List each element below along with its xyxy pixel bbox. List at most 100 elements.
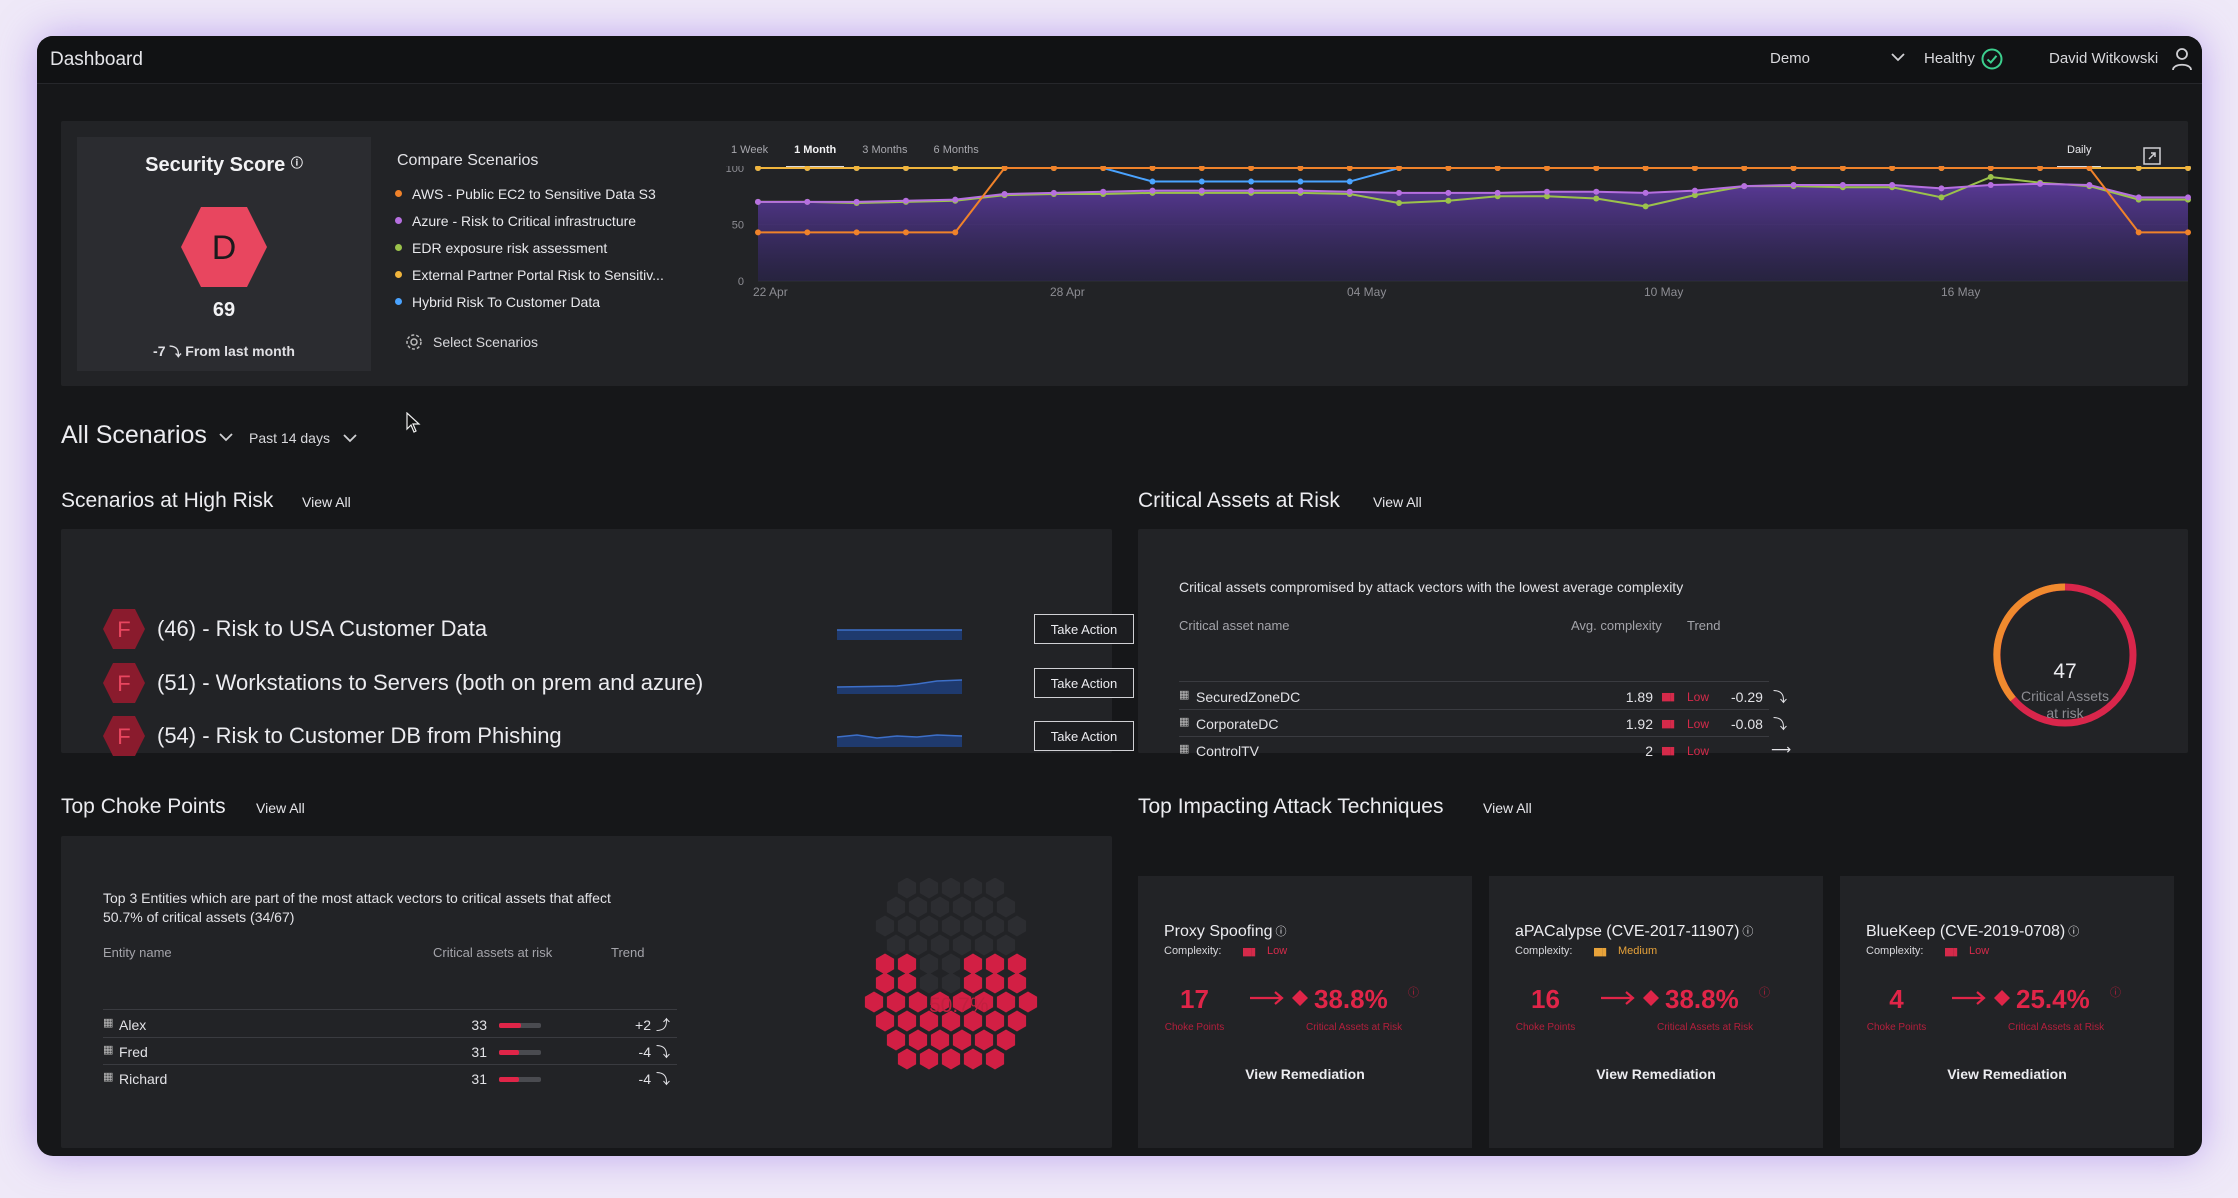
series-point[interactable] — [1100, 166, 1107, 171]
high-risk-row[interactable]: F (51) - Workstations to Servers (both on… — [102, 662, 1134, 704]
user-name[interactable]: David Witkowski — [2049, 50, 2159, 67]
choke-points-view-all[interactable]: View All — [256, 800, 305, 816]
info-icon[interactable]: ⓘ — [290, 156, 303, 170]
chevron-down-icon[interactable] — [1889, 48, 1907, 66]
series-point[interactable] — [804, 198, 811, 205]
series-point[interactable] — [1691, 187, 1698, 194]
view-remediation-link[interactable]: View Remediation — [1947, 1066, 2067, 1082]
series-point[interactable] — [1593, 166, 1600, 171]
series-point[interactable] — [1543, 188, 1550, 195]
series-point[interactable] — [1494, 166, 1501, 171]
expand-icon[interactable] — [2143, 147, 2161, 165]
series-point[interactable] — [1297, 178, 1304, 185]
series-point[interactable] — [1297, 166, 1304, 171]
scenario-legend-item[interactable]: EDR exposure risk assessment — [395, 234, 695, 261]
series-point[interactable] — [2037, 166, 2044, 171]
series-point[interactable] — [804, 229, 811, 236]
series-point[interactable] — [1149, 178, 1156, 185]
series-point[interactable] — [952, 166, 959, 171]
entity-name[interactable]: Fred — [119, 1044, 148, 1060]
series-point[interactable] — [1790, 181, 1797, 188]
risk-scenario-label[interactable]: (54) - Risk to Customer DB from Phishing — [157, 723, 562, 748]
chevron-down-icon[interactable] — [218, 430, 234, 444]
techniques-view-all[interactable]: View All — [1483, 800, 1532, 816]
asset-name[interactable]: ControlTV — [1196, 743, 1260, 759]
series-point[interactable] — [1839, 166, 1846, 171]
critical-assets-view-all[interactable]: View All — [1373, 494, 1422, 510]
series-point[interactable] — [1790, 166, 1797, 171]
series-point[interactable] — [1396, 200, 1403, 207]
high-risk-row[interactable]: F (54) - Risk to Customer DB from Phishin… — [102, 715, 1134, 757]
scenario-legend-item[interactable]: AWS - Public EC2 to Sensitive Data S3 — [395, 180, 695, 207]
scenario-legend-item[interactable]: Azure - Risk to Critical infrastructure — [395, 207, 695, 234]
take-action-button[interactable]: Take Action — [1034, 721, 1134, 751]
range-tab[interactable]: 1 Week — [731, 144, 769, 156]
series-point[interactable] — [1741, 166, 1748, 171]
series-point[interactable] — [1642, 166, 1649, 171]
take-action-button[interactable]: Take Action — [1034, 668, 1134, 698]
range-tab[interactable]: 6 Months — [933, 144, 979, 156]
series-point[interactable] — [1445, 166, 1452, 171]
series-point[interactable] — [755, 229, 761, 236]
series-point[interactable] — [1050, 166, 1057, 171]
range-tab[interactable]: 1 Month — [786, 144, 845, 168]
series-point[interactable] — [1149, 166, 1156, 171]
user-icon[interactable] — [2170, 46, 2194, 72]
series-point[interactable] — [1938, 166, 1945, 171]
series-point[interactable] — [1889, 166, 1896, 171]
granularity-select[interactable]: Daily — [2057, 144, 2102, 168]
series-point[interactable] — [1987, 181, 1994, 188]
series-point[interactable] — [755, 198, 761, 205]
info-icon[interactable]: ⓘ — [1742, 926, 1754, 938]
technique-name[interactable]: aPACalypse (CVE-2017-11907) ⓘ — [1515, 923, 1754, 940]
series-point[interactable] — [1396, 166, 1403, 171]
technique-name[interactable]: BlueKeep (CVE-2019-0708) ⓘ — [1866, 923, 2080, 940]
info-icon[interactable]: ⓘ — [1759, 987, 1770, 999]
series-point[interactable] — [1543, 193, 1550, 200]
chevron-down-icon[interactable] — [342, 431, 358, 445]
series-point[interactable] — [2037, 180, 2044, 187]
technique-name[interactable]: Proxy Spoofing ⓘ — [1164, 923, 1287, 940]
series-point[interactable] — [1741, 183, 1748, 190]
series-point[interactable] — [2135, 229, 2142, 236]
series-point[interactable] — [1889, 181, 1896, 188]
series-point[interactable] — [1050, 189, 1057, 196]
take-action-button[interactable]: Take Action — [1034, 614, 1134, 644]
view-remediation-link[interactable]: View Remediation — [1245, 1066, 1365, 1082]
series-point[interactable] — [853, 229, 860, 236]
series-point[interactable] — [1149, 187, 1156, 194]
high-risk-view-all[interactable]: View All — [302, 494, 351, 510]
info-icon[interactable]: ⓘ — [1408, 987, 1419, 999]
view-remediation-link[interactable]: View Remediation — [1596, 1066, 1716, 1082]
series-point[interactable] — [1445, 189, 1452, 196]
series-point[interactable] — [952, 196, 959, 203]
series-point[interactable] — [2135, 166, 2142, 171]
series-point[interactable] — [1248, 187, 1255, 194]
series-point[interactable] — [1691, 192, 1698, 199]
series-point[interactable] — [902, 166, 909, 171]
info-icon[interactable]: ⓘ — [2110, 987, 2121, 999]
series-point[interactable] — [1198, 178, 1205, 185]
series-point[interactable] — [1346, 166, 1353, 171]
tenant-dropdown[interactable]: Demo — [1770, 50, 1811, 67]
series-point[interactable] — [1346, 178, 1353, 185]
series-point[interactable] — [1593, 195, 1600, 202]
series-point[interactable] — [1593, 188, 1600, 195]
series-point[interactable] — [2185, 194, 2191, 201]
range-tab[interactable]: 3 Months — [862, 144, 908, 156]
series-point[interactable] — [853, 166, 860, 171]
series-point[interactable] — [1987, 174, 1994, 181]
series-point[interactable] — [1198, 187, 1205, 194]
series-point[interactable] — [1396, 189, 1403, 196]
series-point[interactable] — [902, 229, 909, 236]
series-point[interactable] — [1839, 181, 1846, 188]
asset-name[interactable]: SecuredZoneDC — [1196, 689, 1301, 705]
period-dropdown[interactable]: Past 14 days — [249, 430, 330, 446]
scenario-legend-item[interactable]: Hybrid Risk To Customer Data — [395, 288, 695, 315]
series-point[interactable] — [1001, 166, 1008, 171]
series-point[interactable] — [2135, 194, 2142, 201]
series-point[interactable] — [1346, 188, 1353, 195]
series-point[interactable] — [1543, 166, 1550, 171]
entity-name[interactable]: Richard — [119, 1071, 168, 1087]
all-scenarios-dropdown[interactable]: All Scenarios — [61, 421, 207, 449]
